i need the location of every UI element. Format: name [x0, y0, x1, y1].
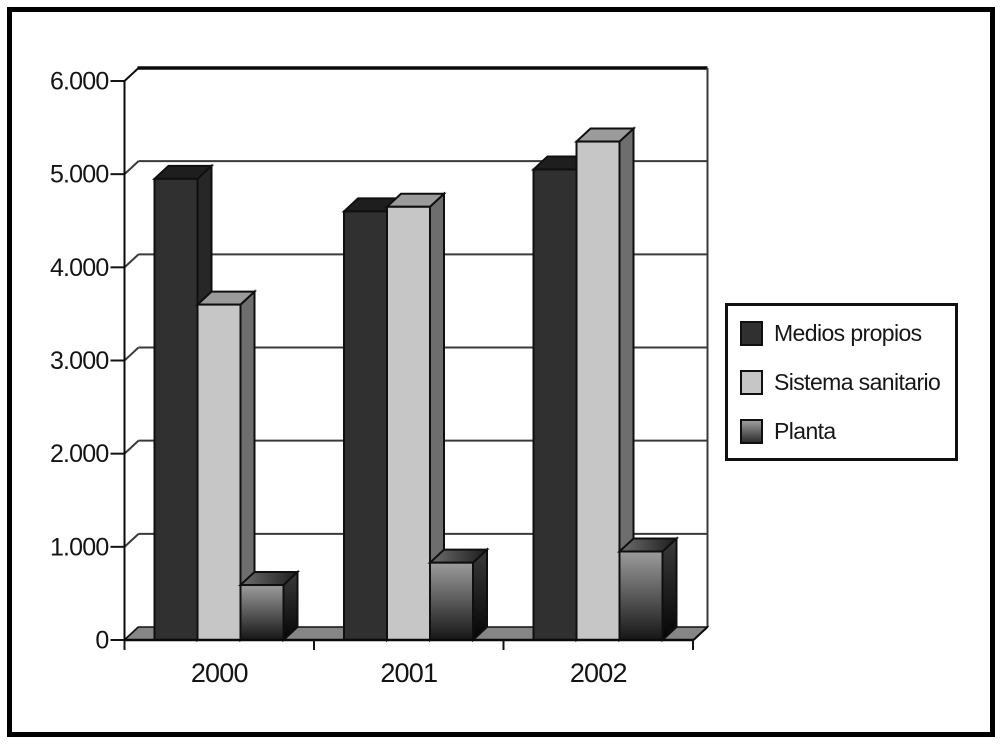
y-axis-label: 4.000	[50, 254, 109, 282]
x-axis-label-2000: 2000	[191, 658, 248, 688]
y-axis-label: 1.000	[50, 533, 109, 561]
legend-item-sistema-sanitario: Sistema sanitario	[740, 369, 955, 395]
x-axis-right-diagonal	[692, 626, 709, 641]
bar-planta-2002	[618, 550, 664, 641]
left-wall-hatch	[123, 439, 140, 455]
bar-medios-propios-2001	[343, 210, 388, 642]
bar-planta-2000	[239, 584, 285, 642]
legend-swatch-planta-icon	[740, 418, 763, 444]
bar-sistema-sanitario-2002	[575, 140, 621, 642]
y-axis-label: 2.000	[50, 440, 109, 468]
left-wall-hatch	[123, 67, 140, 82]
bar-medios-propios-2000	[153, 177, 199, 641]
y-axis-label: 3.000	[50, 347, 109, 375]
bar-planta-2002-side	[661, 536, 678, 643]
bar-planta-2001-side	[472, 547, 488, 643]
legend-item-planta: Planta	[740, 418, 955, 444]
legend-label-planta: Planta	[774, 417, 836, 444]
legend-swatch-sistema-sanitario-icon	[740, 369, 763, 395]
bar-sistema-sanitario-2000	[196, 303, 242, 641]
x-axis-label-2002: 2002	[570, 658, 627, 688]
y-axis-label: 0	[95, 627, 108, 655]
left-wall-hatch	[123, 253, 140, 269]
legend-label-medios-propios: Medios propios	[774, 319, 922, 346]
legend-swatch-medios-propios-icon	[740, 320, 763, 346]
x-axis-label-2001: 2001	[380, 658, 437, 688]
bar-planta-2001	[429, 561, 474, 642]
figure-border	[7, 7, 995, 737]
y-axis-label: 6.000	[50, 68, 109, 96]
chart-legend: Medios propios Sistema sanitario Planta	[725, 303, 958, 461]
legend-label-sistema-sanitario: Sistema sanitario	[774, 368, 941, 395]
bar-sistema-sanitario-2001	[386, 205, 431, 641]
y-axis-label: 5.000	[50, 161, 109, 189]
bar-medios-propios-2002	[532, 168, 578, 641]
left-wall-hatch	[123, 160, 140, 175]
legend-item-medios-propios: Medios propios	[740, 320, 955, 346]
left-wall-hatch	[123, 346, 140, 362]
left-wall-hatch	[123, 533, 140, 548]
